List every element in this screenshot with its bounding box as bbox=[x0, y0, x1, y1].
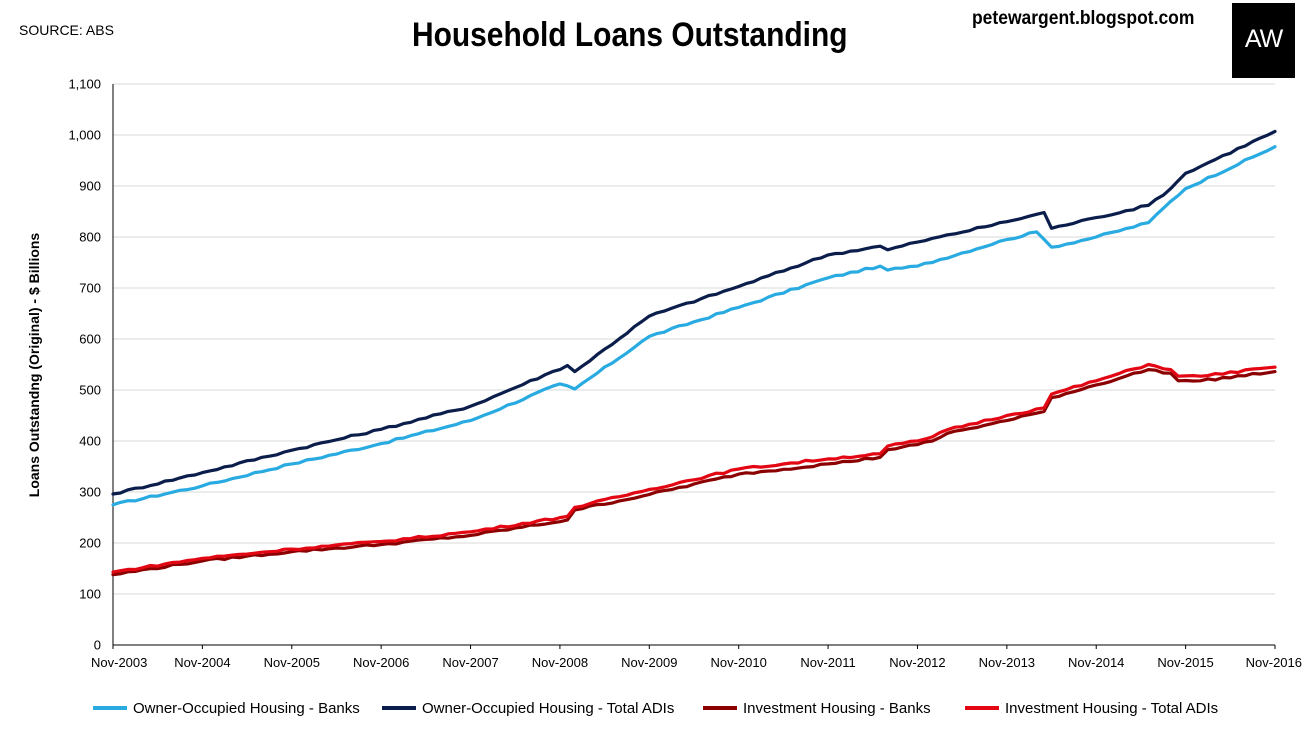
legend-item-investment-total: Investment Housing - Total ADIs bbox=[965, 700, 1218, 717]
y-tick-label: 1,000 bbox=[68, 128, 101, 143]
series-owner-banks bbox=[111, 145, 1277, 507]
y-tick-label: 100 bbox=[79, 587, 101, 602]
x-tick-label: Nov-2012 bbox=[889, 655, 945, 670]
logo: AW bbox=[1232, 3, 1295, 78]
legend-item-owner-total: Owner-Occupied Housing - Total ADIs bbox=[382, 700, 674, 717]
x-tick-label: Nov-2010 bbox=[711, 655, 767, 670]
chart-title: Household Loans Outstanding bbox=[412, 16, 848, 54]
logo-text: AW bbox=[1244, 25, 1283, 53]
x-tick-label: Nov-2011 bbox=[800, 655, 855, 670]
x-tick-label: Nov-2016 bbox=[1246, 655, 1302, 670]
y-tick-label: 0 bbox=[94, 638, 101, 653]
y-tick-label: 800 bbox=[79, 230, 101, 245]
legend-swatch-investment-banks bbox=[703, 706, 737, 711]
source-label: SOURCE: ABS bbox=[19, 22, 114, 38]
legend-label-owner-banks: Owner-Occupied Housing - Banks bbox=[133, 700, 360, 717]
site-url: petewargent.blogspot.com bbox=[972, 8, 1195, 29]
x-tick-label: Nov-2006 bbox=[353, 655, 409, 670]
x-tick-label: Nov-2009 bbox=[621, 655, 677, 670]
y-tick-label: 500 bbox=[79, 383, 101, 398]
series-investment-total bbox=[111, 362, 1277, 574]
legend-swatch-owner-total bbox=[382, 706, 416, 711]
y-tick-label: 400 bbox=[79, 434, 101, 449]
x-tick-label: Nov-2015 bbox=[1157, 655, 1213, 670]
y-axis-label: Loans Outstandng (Original) - $ Billions bbox=[26, 232, 42, 498]
legend-swatch-owner-banks bbox=[93, 706, 127, 711]
legend-swatch-investment-total bbox=[965, 706, 999, 711]
legend-label-owner-total: Owner-Occupied Housing - Total ADIs bbox=[422, 700, 675, 717]
y-tick-label: 200 bbox=[79, 536, 101, 551]
series-owner-total bbox=[111, 129, 1277, 496]
legend-label-investment-total: Investment Housing - Total ADIs bbox=[1005, 700, 1219, 717]
y-tick-label: 300 bbox=[79, 485, 101, 500]
legend-item-owner-banks: Owner-Occupied Housing - Banks bbox=[93, 700, 360, 717]
x-tick-label: Nov-2005 bbox=[264, 655, 320, 670]
x-tick-label: Nov-2014 bbox=[1068, 655, 1124, 670]
plot-area bbox=[113, 84, 1275, 645]
x-tick-label: Nov-2007 bbox=[442, 655, 498, 670]
series-investment-banks bbox=[111, 368, 1277, 577]
x-tick-label: Nov-2013 bbox=[979, 655, 1035, 670]
x-tick-label: Nov-2003 bbox=[91, 655, 147, 670]
y-tick-label: 700 bbox=[79, 281, 101, 296]
y-tick-label: 600 bbox=[79, 332, 101, 347]
x-tick-label: Nov-2004 bbox=[174, 655, 230, 670]
y-tick-label: 900 bbox=[79, 179, 101, 194]
legend-label-investment-banks: Investment Housing - Banks bbox=[743, 700, 931, 717]
legend-item-investment-banks: Investment Housing - Banks bbox=[703, 700, 931, 717]
y-tick-label: 1,100 bbox=[68, 77, 101, 92]
x-tick-label: Nov-2008 bbox=[532, 655, 588, 670]
